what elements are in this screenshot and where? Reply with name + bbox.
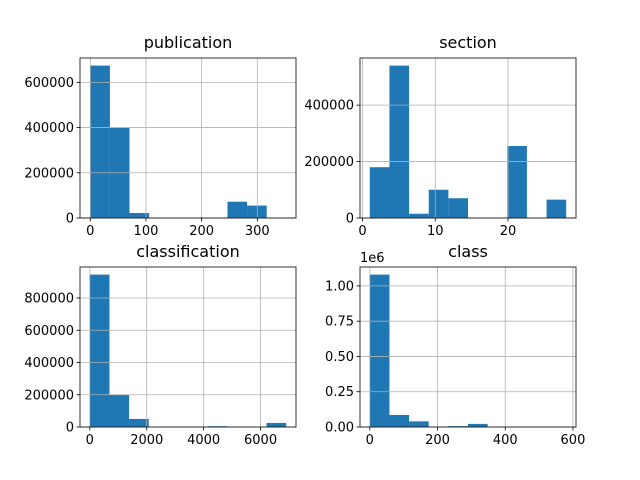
histogram-bar xyxy=(507,146,527,218)
x-tick-label: 0 xyxy=(366,433,374,448)
histogram-bar xyxy=(409,421,429,427)
x-tick-label: 4000 xyxy=(187,433,220,448)
y-tick-label: 0.00 xyxy=(325,421,354,436)
x-tick-label: 200 xyxy=(189,224,214,239)
histogram-bar xyxy=(448,198,468,218)
histogram-bar xyxy=(428,189,449,218)
subplot-title: class xyxy=(448,242,488,261)
subplot-title: classification xyxy=(136,242,240,261)
histogram-bar xyxy=(409,213,429,218)
x-tick-label: 0 xyxy=(86,433,94,448)
y-tick-label: 600000 xyxy=(24,76,74,91)
subplot-publication: 0 100 200 300 0 200000 400000 600000 publication xyxy=(24,33,297,239)
histogram-bar xyxy=(266,422,287,427)
x-tick-label: 600 xyxy=(561,433,586,448)
subplot-class: 0 200 400 600 0.00 0.25 0.50 0.75 1.00 1e6 class xyxy=(325,242,585,448)
y-tick-label: 800000 xyxy=(24,292,74,307)
y-offset-label: 1e6 xyxy=(360,251,385,266)
y-tick-label: 0.50 xyxy=(325,350,354,365)
histogram-bar xyxy=(369,274,390,427)
x-tick-label: 0 xyxy=(358,224,366,239)
y-tick-label: 0.25 xyxy=(325,385,354,400)
histogram-bar xyxy=(389,415,410,427)
x-tick-label: 400 xyxy=(493,433,518,448)
y-tick-label: 200000 xyxy=(304,155,354,170)
y-tick-label: 400000 xyxy=(24,121,74,136)
y-tick-label: 1.00 xyxy=(325,279,354,294)
axes-frame xyxy=(79,57,297,219)
y-tick-label: 0 xyxy=(346,212,354,227)
x-tick-label: 6000 xyxy=(244,433,277,448)
subplot-title: publication xyxy=(144,33,233,52)
histogram-bar xyxy=(129,213,150,218)
x-tick-label: 200 xyxy=(425,433,450,448)
y-tick-label: 400000 xyxy=(24,356,74,371)
histogram-bar xyxy=(448,426,468,427)
x-tick-label: 10 xyxy=(427,224,444,239)
y-tick-label: 0 xyxy=(66,212,74,227)
axes-frame xyxy=(359,57,577,219)
axes-frame xyxy=(359,266,577,428)
histogram-bar xyxy=(90,65,110,219)
x-tick-label: 0 xyxy=(86,224,94,239)
y-tick-label: 0.75 xyxy=(325,315,354,330)
histogram-bar xyxy=(546,199,567,218)
x-tick-label: 20 xyxy=(500,224,517,239)
histogram-bar xyxy=(207,426,228,427)
x-tick-label: 2000 xyxy=(130,433,163,448)
histogram-bar xyxy=(227,201,248,218)
x-tick-label: 300 xyxy=(245,224,270,239)
y-tick-label: 0 xyxy=(66,421,74,436)
x-tick-label: 100 xyxy=(134,224,159,239)
subplot-classification: 0 2000 4000 6000 0 200000 400000 600000 800000 cl… xyxy=(24,242,297,448)
subplot-section: 0 10 20 0 200000 400000 section xyxy=(304,33,577,239)
y-tick-label: 200000 xyxy=(24,388,74,403)
histogram-bar xyxy=(129,418,149,427)
histogram-bar xyxy=(89,274,110,427)
histogram-bar xyxy=(109,394,130,427)
histogram-bar xyxy=(369,167,390,218)
axes-frame xyxy=(79,266,297,428)
subplot-title: section xyxy=(439,33,497,52)
histogram-bar xyxy=(389,65,410,219)
y-tick-label: 400000 xyxy=(304,99,354,114)
histogram-bar xyxy=(247,205,267,218)
histogram-bar xyxy=(468,423,488,427)
y-tick-label: 200000 xyxy=(24,166,74,181)
y-tick-label: 600000 xyxy=(24,324,74,339)
